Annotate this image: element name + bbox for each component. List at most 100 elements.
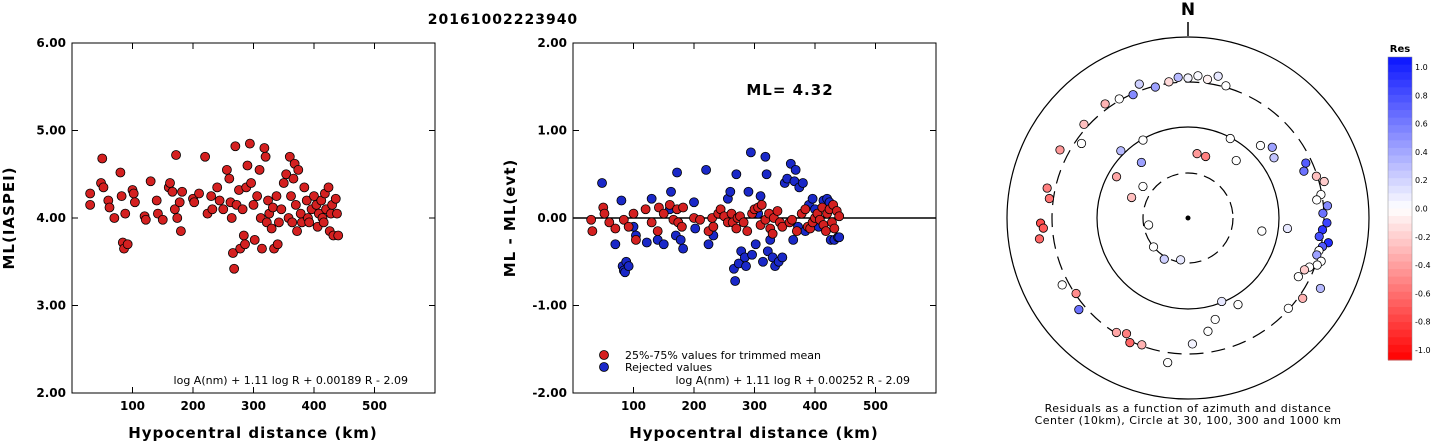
rejected-point <box>646 193 657 204</box>
colorbar-cell <box>1388 261 1412 270</box>
data-point <box>140 214 151 225</box>
accepted-point <box>646 217 657 228</box>
data-point <box>292 226 302 237</box>
data-point <box>267 202 278 213</box>
colorbar-cell <box>1388 79 1412 88</box>
accepted-point <box>756 199 767 210</box>
data-point <box>278 178 289 188</box>
data-point <box>120 208 131 219</box>
accepted-point <box>742 226 753 237</box>
colorbar-cell <box>1388 344 1412 353</box>
colorbar-tick-label: 0.8 <box>1415 91 1428 100</box>
accepted-point <box>610 223 621 234</box>
residual-point <box>1044 193 1054 204</box>
residual-point <box>1267 142 1277 152</box>
rejected-point <box>675 234 686 245</box>
center-marker <box>1185 215 1191 221</box>
accepted-point <box>631 234 641 245</box>
rejected-point <box>755 191 766 202</box>
data-point <box>272 239 283 250</box>
colorbar-cell <box>1388 117 1412 126</box>
accepted-point <box>777 221 788 232</box>
accepted-point <box>652 226 663 237</box>
legend-label-rejected: Rejected values <box>625 361 712 374</box>
x-tick-label: 100 <box>120 399 145 413</box>
figure-title: 20161002223940 <box>428 12 578 28</box>
rejected-point <box>745 147 756 158</box>
residual-point <box>1319 176 1329 187</box>
panel-ml-residual: -2.00 -1.00 0.00 1.00 2.00 100 200 300 400 500 M… <box>501 36 937 441</box>
data-point <box>266 223 277 234</box>
residual-point <box>1148 242 1159 252</box>
y-tick-label: 4.00 <box>36 211 66 225</box>
colorbar-tick-labels: 1.0 0.8 0.6 0.4 0.2 0.0 -0.2 -0.4 -0.6 -0.8 -1.0 <box>1415 63 1431 355</box>
residual-point <box>1315 283 1326 294</box>
data-point <box>128 188 139 199</box>
data-point <box>229 263 240 274</box>
data-point <box>304 217 315 228</box>
residual-point <box>1269 153 1279 163</box>
residual-point <box>1233 300 1243 310</box>
accepted-point <box>678 202 689 213</box>
residual-point <box>1203 326 1213 336</box>
accepted-point <box>791 226 802 237</box>
rejected-point <box>689 197 699 208</box>
colorbar-cell <box>1388 140 1412 149</box>
residual-point <box>1257 226 1267 236</box>
colorbar-cell <box>1388 299 1412 308</box>
rejected-point <box>623 261 634 272</box>
colorbar-tick-label: 0.4 <box>1415 148 1428 157</box>
rejected-point <box>678 243 689 254</box>
accepted-point <box>738 217 749 228</box>
accepted-point <box>767 228 778 239</box>
residual-point <box>1121 329 1132 339</box>
y-tick-labels: 2.00 3.00 4.00 5.00 6.00 <box>36 36 435 400</box>
colorbar-cell <box>1388 132 1412 141</box>
colorbar-cell <box>1388 185 1412 194</box>
data-point <box>293 164 304 175</box>
data-point <box>194 188 204 199</box>
x-tick-label: 400 <box>301 399 326 413</box>
x-tick-label: 100 <box>621 399 646 413</box>
data-point <box>145 176 156 187</box>
residual-point <box>1301 158 1311 168</box>
data-point <box>116 191 127 202</box>
residual-point <box>1192 149 1202 159</box>
colorbar-frame <box>1387 56 1413 361</box>
residual-point <box>1164 77 1174 87</box>
colorbar-tick-label: 0.0 <box>1415 205 1428 214</box>
data-point <box>189 197 200 208</box>
data-point <box>177 186 188 197</box>
data-point <box>249 234 260 245</box>
data-point <box>332 208 342 219</box>
colorbar-tick-label: -0.2 <box>1415 233 1431 242</box>
residual-point <box>1136 157 1146 168</box>
data-point <box>276 204 287 215</box>
rejected-point <box>798 178 808 188</box>
rejected-point <box>743 186 754 197</box>
residual-point <box>1173 72 1183 82</box>
accepted-point <box>708 221 719 232</box>
accepted-point <box>695 214 705 225</box>
residual-point <box>1299 166 1309 176</box>
residual-point <box>1217 296 1227 307</box>
data-point <box>104 202 115 213</box>
colorbar-cell <box>1388 102 1412 111</box>
x-tick-label: 400 <box>802 399 827 413</box>
residual-point <box>1127 192 1137 203</box>
data-point <box>214 195 225 206</box>
y-tick-label: 0.00 <box>537 211 567 225</box>
residual-point <box>1159 254 1169 264</box>
colorbar-cell <box>1388 306 1412 316</box>
data-point <box>226 213 237 223</box>
accepted-point <box>664 199 675 210</box>
colorbar-cell <box>1388 170 1412 179</box>
colorbar-cell <box>1388 216 1412 225</box>
rejected-point <box>731 169 742 180</box>
x-tick-label: 200 <box>681 399 706 413</box>
accepted-point <box>829 223 840 234</box>
data-point <box>85 199 96 210</box>
data-point <box>130 197 140 208</box>
colorbar-cell <box>1388 87 1412 96</box>
y-tick-label: 1.00 <box>537 124 567 138</box>
